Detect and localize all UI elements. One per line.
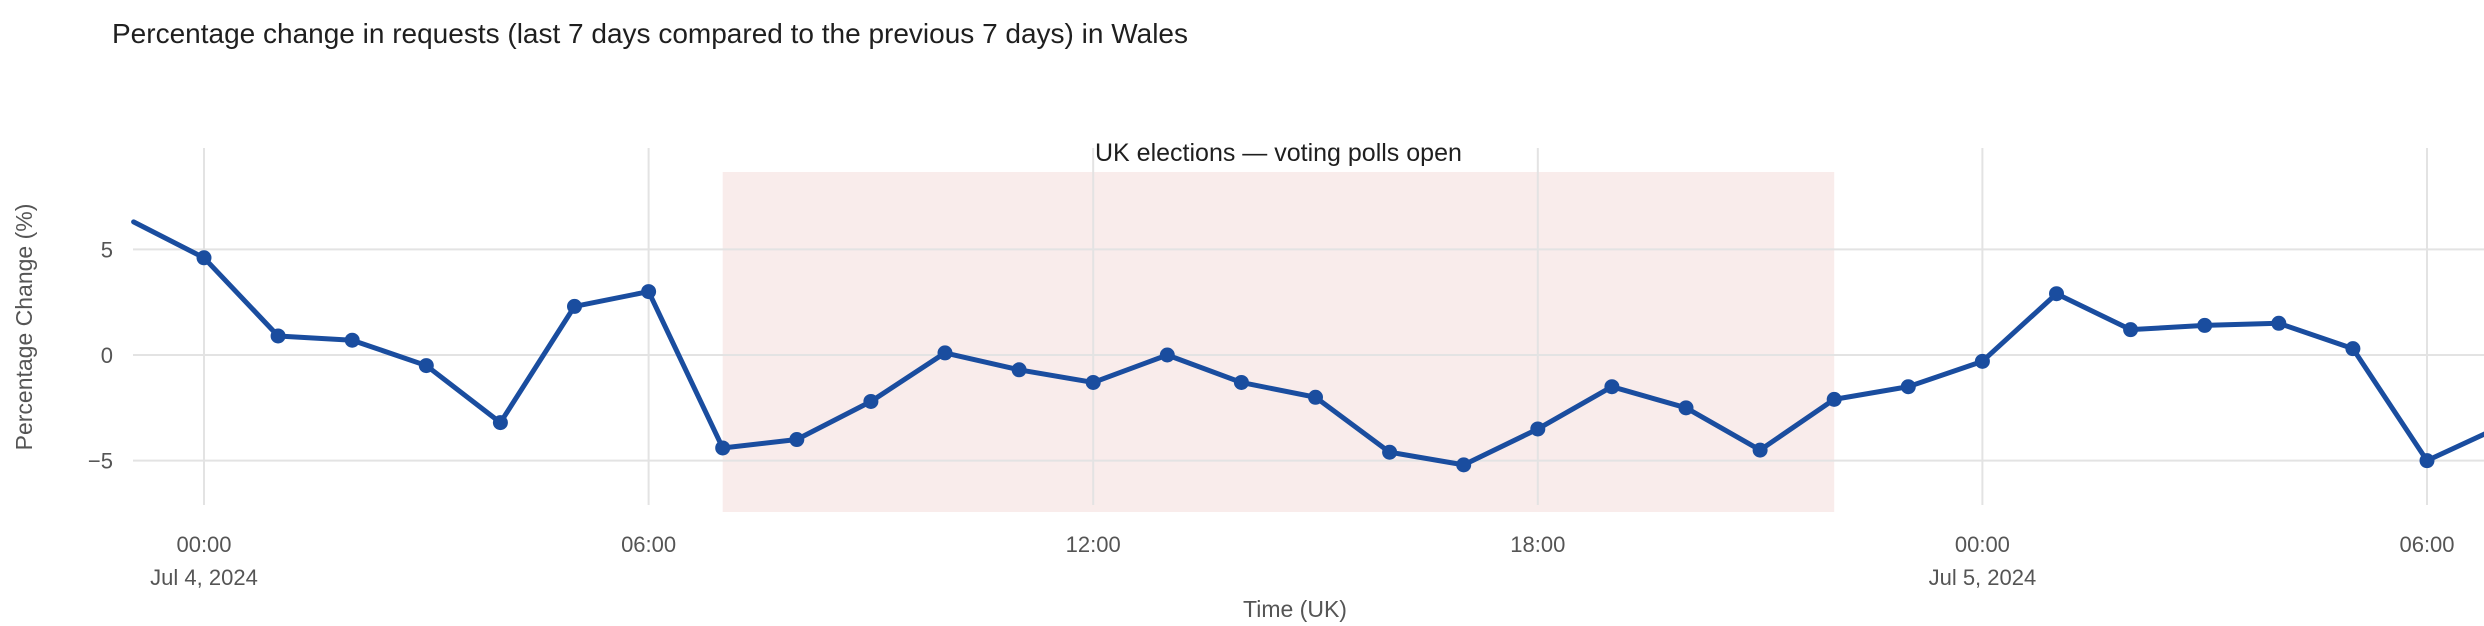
data-point[interactable] <box>1900 379 1916 395</box>
data-point[interactable] <box>1382 444 1398 460</box>
data-point[interactable] <box>196 250 212 266</box>
data-point[interactable] <box>863 393 879 409</box>
data-point[interactable] <box>1530 421 1546 437</box>
data-point[interactable] <box>2123 322 2139 338</box>
chart-title: Percentage change in requests (last 7 da… <box>112 18 1188 49</box>
data-point[interactable] <box>2197 317 2213 333</box>
x-tick-label: 00:00 <box>1955 532 2010 557</box>
data-point[interactable] <box>1456 457 1472 473</box>
x-tick-label: 12:00 <box>1066 532 1121 557</box>
x-tick-label: 18:00 <box>1510 532 1565 557</box>
data-point[interactable] <box>567 298 582 314</box>
data-point[interactable] <box>641 284 657 300</box>
election-annotation-label: UK elections — voting polls open <box>1095 139 1462 167</box>
data-point[interactable] <box>1604 379 1620 395</box>
data-point[interactable] <box>1159 347 1175 363</box>
tick-layer: 00:00 Jul 4, 2024 06:00 12:00 18:00 00:00 Jul … <box>88 237 2455 590</box>
data-point[interactable] <box>1085 374 1101 390</box>
data-point[interactable] <box>492 415 508 431</box>
x-tick-label: 06:00 <box>2399 532 2454 557</box>
data-point[interactable] <box>2049 286 2064 302</box>
series-layer <box>131 219 2484 473</box>
x-tick-date-label: Jul 4, 2024 <box>150 565 258 590</box>
data-point[interactable] <box>789 432 805 448</box>
data-point[interactable] <box>1011 362 1027 378</box>
data-point[interactable] <box>1678 400 1694 416</box>
data-point[interactable] <box>1974 353 1990 369</box>
data-point[interactable] <box>1308 389 1323 405</box>
data-point[interactable] <box>270 328 286 344</box>
x-tick-label: 00:00 <box>176 532 231 557</box>
x-tick-label: 06:00 <box>621 532 676 557</box>
data-point[interactable] <box>2345 341 2361 357</box>
data-point[interactable] <box>2419 453 2435 469</box>
data-point[interactable] <box>1752 442 1768 458</box>
data-point[interactable] <box>1826 391 1842 407</box>
x-axis-title: Time (UK) <box>1243 596 1347 622</box>
x-tick-date-label: Jul 5, 2024 <box>1929 565 2037 590</box>
y-tick-label: 5 <box>101 237 113 262</box>
data-point[interactable] <box>418 358 434 374</box>
election-band <box>722 172 1835 512</box>
data-point[interactable] <box>344 332 360 348</box>
data-point[interactable] <box>937 345 953 361</box>
election-band-layer <box>722 172 1835 512</box>
y-axis-title: Percentage Change (%) <box>11 204 37 451</box>
data-point[interactable] <box>1233 374 1249 390</box>
grid-layer <box>133 148 2484 505</box>
y-tick-label: 0 <box>101 343 113 368</box>
y-tick-label: −5 <box>88 449 113 474</box>
data-point[interactable] <box>715 440 731 456</box>
data-point[interactable] <box>2271 315 2287 331</box>
